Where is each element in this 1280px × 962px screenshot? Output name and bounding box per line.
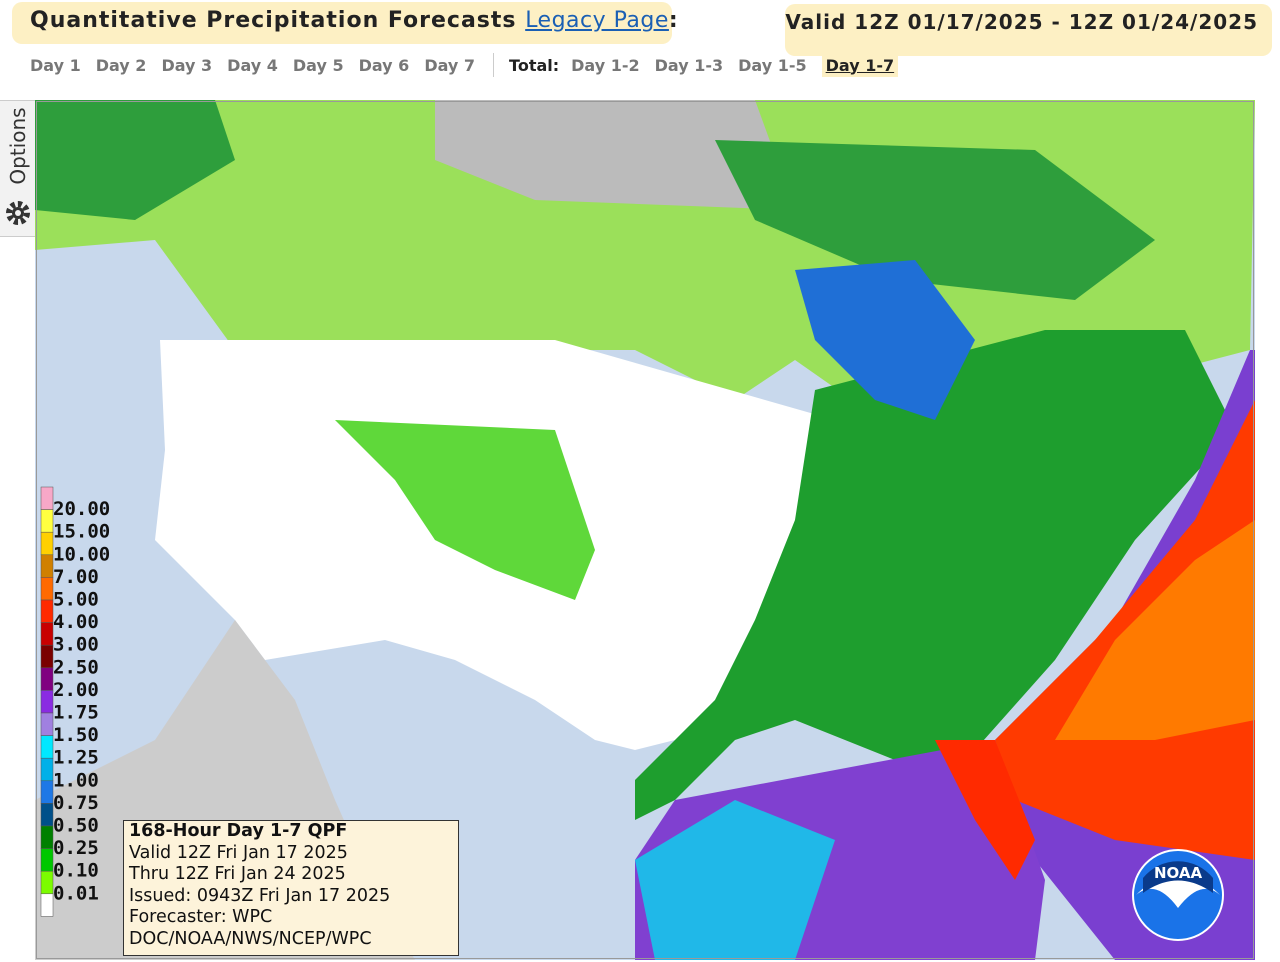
legend-label: 20.00 [53, 498, 110, 520]
legend-label: 3.00 [53, 634, 99, 656]
total-label: Total: [509, 55, 560, 75]
legend-label: 1.00 [53, 769, 99, 791]
info-line: 168-Hour Day 1-7 QPF [129, 821, 348, 841]
legend-label: 1.50 [53, 724, 99, 746]
colon: : [668, 8, 679, 33]
day-tab[interactable]: Day 4 [227, 55, 278, 75]
legend-swatch [40, 780, 54, 804]
atlantic-max [1055, 520, 1255, 740]
noaa-logo: NOAA [1132, 849, 1224, 941]
florida [935, 740, 1035, 880]
legend-swatch [40, 870, 54, 895]
legend-label: 2.00 [53, 679, 99, 701]
legend-label: 4.00 [53, 611, 99, 633]
options-button[interactable]: Options [0, 100, 37, 237]
legend-swatch [40, 825, 54, 849]
legend-swatch [40, 599, 54, 623]
day-tab[interactable]: Day 7 [424, 55, 476, 75]
region [35, 100, 235, 220]
legend-swatch [40, 531, 54, 556]
legend-label: 0.25 [53, 837, 99, 859]
legend-label: 1.25 [53, 747, 99, 769]
legend-swatch [40, 712, 54, 736]
legend-swatch [40, 757, 54, 782]
info-line: DOC/NOAA/NWS/NCEP/WPC [129, 928, 372, 949]
page-title: Quantitative Precipitation Forecasts Leg… [30, 8, 679, 33]
day-tab[interactable]: Day 1 [30, 55, 81, 75]
legacy-link[interactable]: Legacy Page [525, 8, 669, 33]
legend-label: 0.50 [53, 815, 99, 837]
legend-swatch [40, 486, 54, 510]
options-label: Options [6, 107, 30, 185]
legend-swatch [40, 735, 54, 759]
legend-swatch [40, 644, 54, 669]
valid-range: Valid 12Z 01/17/2025 - 12Z 01/24/2025 [785, 10, 1258, 34]
legend-label: 7.00 [53, 566, 99, 588]
region [435, 100, 795, 210]
legend-label: 15.00 [53, 521, 110, 543]
rockies [335, 420, 595, 600]
lakes [795, 260, 975, 420]
legend-label: 10.00 [53, 543, 110, 565]
day-tab[interactable]: Day 2 [95, 55, 147, 75]
legend-swatch [40, 893, 54, 917]
gear-icon [6, 201, 30, 225]
legend-label: 0.10 [53, 860, 99, 882]
day-tab[interactable]: Day 5 [292, 55, 344, 75]
legend-swatch [40, 848, 54, 872]
tabs: Day 1 Day 2 Day 3 Day 4 Day 5 Day 6 Day 7 Total… [30, 52, 913, 78]
legend-label: 0.01 [53, 882, 99, 904]
total-tab[interactable]: Day 1-7 [821, 53, 899, 77]
legend-swatch [40, 509, 54, 533]
legend-swatch [40, 667, 54, 691]
info-line: Thru 12Z Fri Jan 24 2025 [129, 864, 346, 884]
logo-text: NOAA [1154, 864, 1203, 882]
region [715, 140, 1155, 300]
qpf-map: 20.0015.0010.007.005.004.003.002.502.001… [35, 100, 1255, 960]
info-line: Issued: 0943Z Fri Jan 17 2025 [129, 885, 391, 906]
map-border [36, 101, 1254, 959]
separator [493, 53, 495, 77]
title-text: Quantitative Precipitation Forecasts [30, 8, 517, 33]
day-tab[interactable]: Day 3 [161, 55, 213, 75]
day-tab[interactable]: Day 6 [358, 55, 410, 75]
gulf-light [635, 800, 835, 960]
legend-swatch [40, 803, 54, 827]
info-line: Forecaster: WPC [129, 907, 273, 927]
info-line: Valid 12Z Fri Jan 17 2025 [129, 842, 348, 863]
highlight [12, 2, 672, 44]
legend-swatch [40, 690, 54, 714]
legend-label: 1.75 [53, 702, 99, 724]
info-box: 168-Hour Day 1-7 QPF Valid 12Z Fri Jan 17… [123, 820, 459, 956]
total-tab[interactable]: Day 1-2 [571, 55, 640, 75]
highlight [785, 4, 1272, 56]
legend-swatch [40, 554, 54, 578]
legend-swatch [40, 622, 54, 646]
legend: 20.0015.0010.007.005.004.003.002.502.001… [40, 486, 110, 917]
legend-swatch [40, 577, 54, 601]
legend-label: 5.00 [53, 589, 99, 611]
east [635, 330, 1235, 820]
total-tab[interactable]: Day 1-5 [738, 55, 807, 75]
total-tab[interactable]: Day 1-3 [654, 55, 724, 75]
legend-label: 2.50 [53, 656, 99, 678]
legend-label: 0.75 [53, 792, 99, 814]
